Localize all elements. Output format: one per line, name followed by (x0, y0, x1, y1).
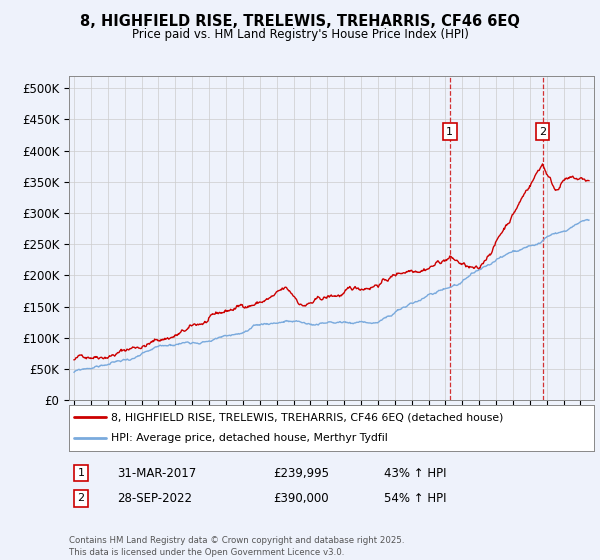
Text: 43% ↑ HPI: 43% ↑ HPI (384, 466, 446, 480)
Text: 31-MAR-2017: 31-MAR-2017 (117, 466, 196, 480)
Text: 8, HIGHFIELD RISE, TRELEWIS, TREHARRIS, CF46 6EQ: 8, HIGHFIELD RISE, TRELEWIS, TREHARRIS, … (80, 14, 520, 29)
Text: 1: 1 (446, 127, 453, 137)
Text: 28-SEP-2022: 28-SEP-2022 (117, 492, 192, 505)
Text: 8, HIGHFIELD RISE, TRELEWIS, TREHARRIS, CF46 6EQ (detached house): 8, HIGHFIELD RISE, TRELEWIS, TREHARRIS, … (111, 412, 503, 422)
Text: Contains HM Land Registry data © Crown copyright and database right 2025.
This d: Contains HM Land Registry data © Crown c… (69, 536, 404, 557)
Text: 1: 1 (77, 468, 85, 478)
Text: £239,995: £239,995 (273, 466, 329, 480)
Text: 2: 2 (77, 493, 85, 503)
Text: Price paid vs. HM Land Registry's House Price Index (HPI): Price paid vs. HM Land Registry's House … (131, 28, 469, 41)
Text: HPI: Average price, detached house, Merthyr Tydfil: HPI: Average price, detached house, Mert… (111, 433, 388, 444)
Text: £390,000: £390,000 (273, 492, 329, 505)
Text: 54% ↑ HPI: 54% ↑ HPI (384, 492, 446, 505)
Text: 2: 2 (539, 127, 546, 137)
